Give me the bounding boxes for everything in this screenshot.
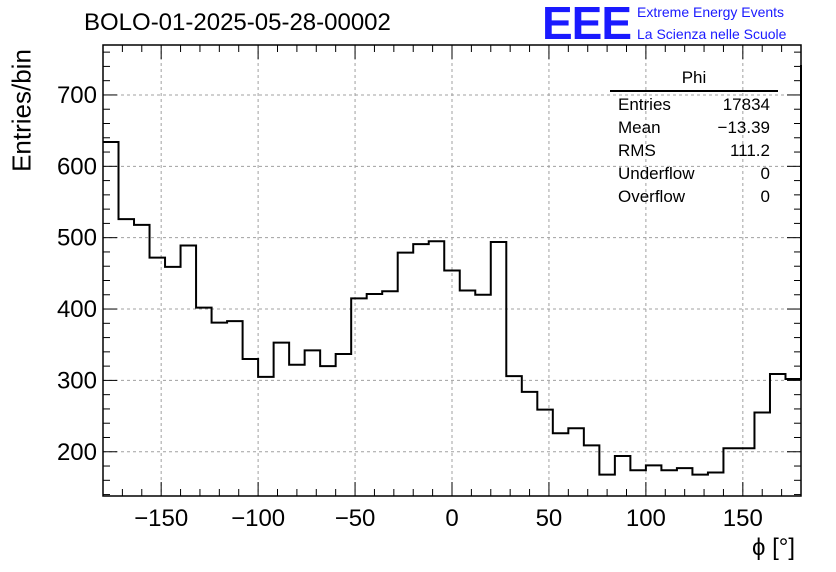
histogram-bin xyxy=(103,142,119,496)
histogram-bin xyxy=(150,258,166,496)
histogram-bin xyxy=(723,448,739,496)
stats-value: 111.2 xyxy=(729,141,770,160)
y-axis-label: Entries/bin xyxy=(6,49,37,172)
stats-label: RMS xyxy=(618,141,656,160)
histogram-bin xyxy=(785,379,801,496)
histogram-bin xyxy=(336,354,352,496)
histogram-outline xyxy=(103,64,802,476)
x-tick-label: 0 xyxy=(445,505,458,532)
histogram-bin xyxy=(460,290,476,496)
histogram-bin xyxy=(444,271,460,497)
histogram-bin xyxy=(134,225,150,496)
histogram-bin xyxy=(615,456,631,496)
histogram-bin xyxy=(553,433,569,496)
histogram-bin xyxy=(708,472,724,496)
histogram-bin xyxy=(181,246,197,496)
histogram-bin xyxy=(770,374,786,496)
stats-value: 17834 xyxy=(722,95,770,114)
histogram-bin xyxy=(739,448,755,496)
histogram-bin xyxy=(398,253,414,496)
histogram-bin xyxy=(274,343,290,496)
histogram-bin xyxy=(537,410,553,496)
brand-line-1: Extreme Energy Events xyxy=(637,4,785,20)
x-tick-label: 50 xyxy=(536,505,563,532)
histogram-bin xyxy=(630,470,646,496)
histogram-bin xyxy=(522,392,538,496)
histogram-bin xyxy=(754,413,770,496)
histogram-bin xyxy=(227,321,243,496)
histogram-bin xyxy=(351,298,367,496)
histogram-bin xyxy=(305,350,321,496)
y-tick-label: 200 xyxy=(57,439,97,466)
histogram-bin xyxy=(258,377,274,496)
histogram-bin xyxy=(506,376,522,496)
histogram-bin xyxy=(677,468,693,496)
stats-value: −13.39 xyxy=(717,118,770,137)
y-tick-label: 700 xyxy=(57,82,97,109)
histogram-bin xyxy=(165,267,181,496)
stats-box: Phi Entries 17834 Mean −13.39 RMS 111.2 … xyxy=(610,68,778,208)
stats-value: 0 xyxy=(760,164,770,183)
stats-row-rms: RMS 111.2 xyxy=(610,139,778,162)
plot-frame xyxy=(102,44,802,497)
eee-logo: EEE xyxy=(542,0,632,49)
stats-row-mean: Mean −13.39 xyxy=(610,116,778,139)
brand-line-2: La Scienza nelle Scuole xyxy=(637,26,787,42)
stats-label: Entries xyxy=(618,95,671,114)
histogram-bin xyxy=(320,366,336,496)
stats-label: Underflow xyxy=(618,164,695,183)
stats-label: Mean xyxy=(618,118,661,137)
y-tick-label: 600 xyxy=(57,153,97,180)
x-tick-label: −100 xyxy=(231,505,285,532)
histogram-bin xyxy=(646,465,662,496)
x-axis-label: ϕ [°] xyxy=(752,534,796,561)
histogram-bin xyxy=(429,241,445,496)
histogram-bin xyxy=(568,428,584,496)
histogram-bin xyxy=(661,470,677,496)
histogram-bin xyxy=(491,242,507,496)
histogram-bin xyxy=(475,295,491,496)
x-tick-label: −50 xyxy=(335,505,376,532)
x-tick-label: 150 xyxy=(723,505,763,532)
x-tick-label: −150 xyxy=(134,505,188,532)
histogram-bin xyxy=(367,294,383,496)
stats-label: Overflow xyxy=(618,187,686,206)
histogram-bin xyxy=(119,219,135,496)
histogram-bin xyxy=(196,308,212,496)
stats-row-underflow: Underflow 0 xyxy=(610,162,778,185)
histogram-bin xyxy=(599,475,615,496)
histogram-bin xyxy=(212,323,228,496)
stats-row-entries: Entries 17834 xyxy=(610,93,778,116)
x-tick-label: 100 xyxy=(626,505,666,532)
y-tick-label: 300 xyxy=(57,367,97,394)
y-tick-label: 500 xyxy=(57,225,97,252)
histogram-bin xyxy=(413,244,429,496)
y-tick-label: 400 xyxy=(57,296,97,323)
histogram-bin xyxy=(584,445,600,496)
histogram-bin xyxy=(289,365,305,496)
histogram-bin xyxy=(243,359,259,496)
stats-value: 0 xyxy=(760,187,770,206)
stats-row-overflow: Overflow 0 xyxy=(610,185,778,208)
histogram-bin xyxy=(692,475,708,496)
stats-title: Phi xyxy=(610,68,778,92)
run-title: BOLO-01-2025-05-28-00002 xyxy=(84,9,391,36)
histogram-bin xyxy=(382,291,398,496)
